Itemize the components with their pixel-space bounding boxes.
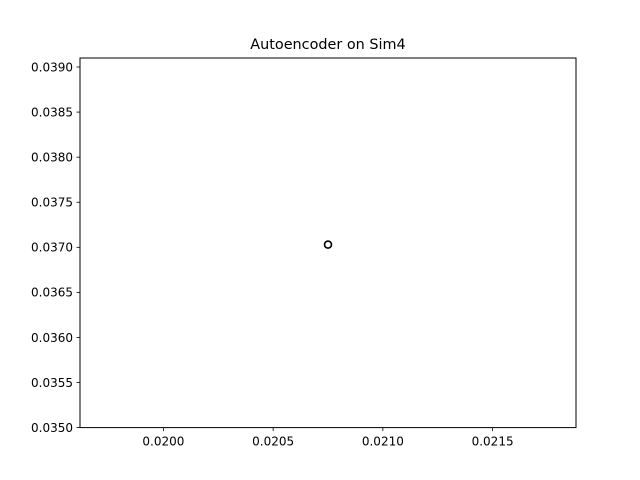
x-tick-label: 0.0215 — [472, 435, 514, 449]
plot-area-frame — [79, 57, 577, 429]
x-tick-label: 0.0210 — [362, 435, 404, 449]
y-tick-label: 0.0365 — [31, 286, 73, 300]
y-tick-label: 0.0355 — [31, 376, 73, 390]
y-tick-label: 0.0380 — [31, 150, 73, 164]
data-points — [323, 240, 333, 249]
y-tick-label: 0.0370 — [31, 241, 73, 255]
y-tick-label: 0.0390 — [31, 60, 73, 74]
y-tick-label: 0.0385 — [31, 105, 73, 119]
y-tick-label: 0.0350 — [31, 421, 73, 435]
y-tick-label: 0.0375 — [31, 196, 73, 210]
x-tick-label: 0.0205 — [252, 435, 294, 449]
x-tick-label: 0.0200 — [142, 435, 184, 449]
x-axis: 0.0200 0.0205 0.0210 0.0215 — [142, 427, 514, 449]
data-point — [323, 240, 333, 249]
y-tick-label: 0.0360 — [31, 331, 73, 345]
chart-title: Autoencoder on Sim4 — [250, 37, 405, 53]
y-axis: 0.0350 0.0355 0.0360 0.0365 0.0370 0.0375 0.03… — [31, 60, 80, 435]
